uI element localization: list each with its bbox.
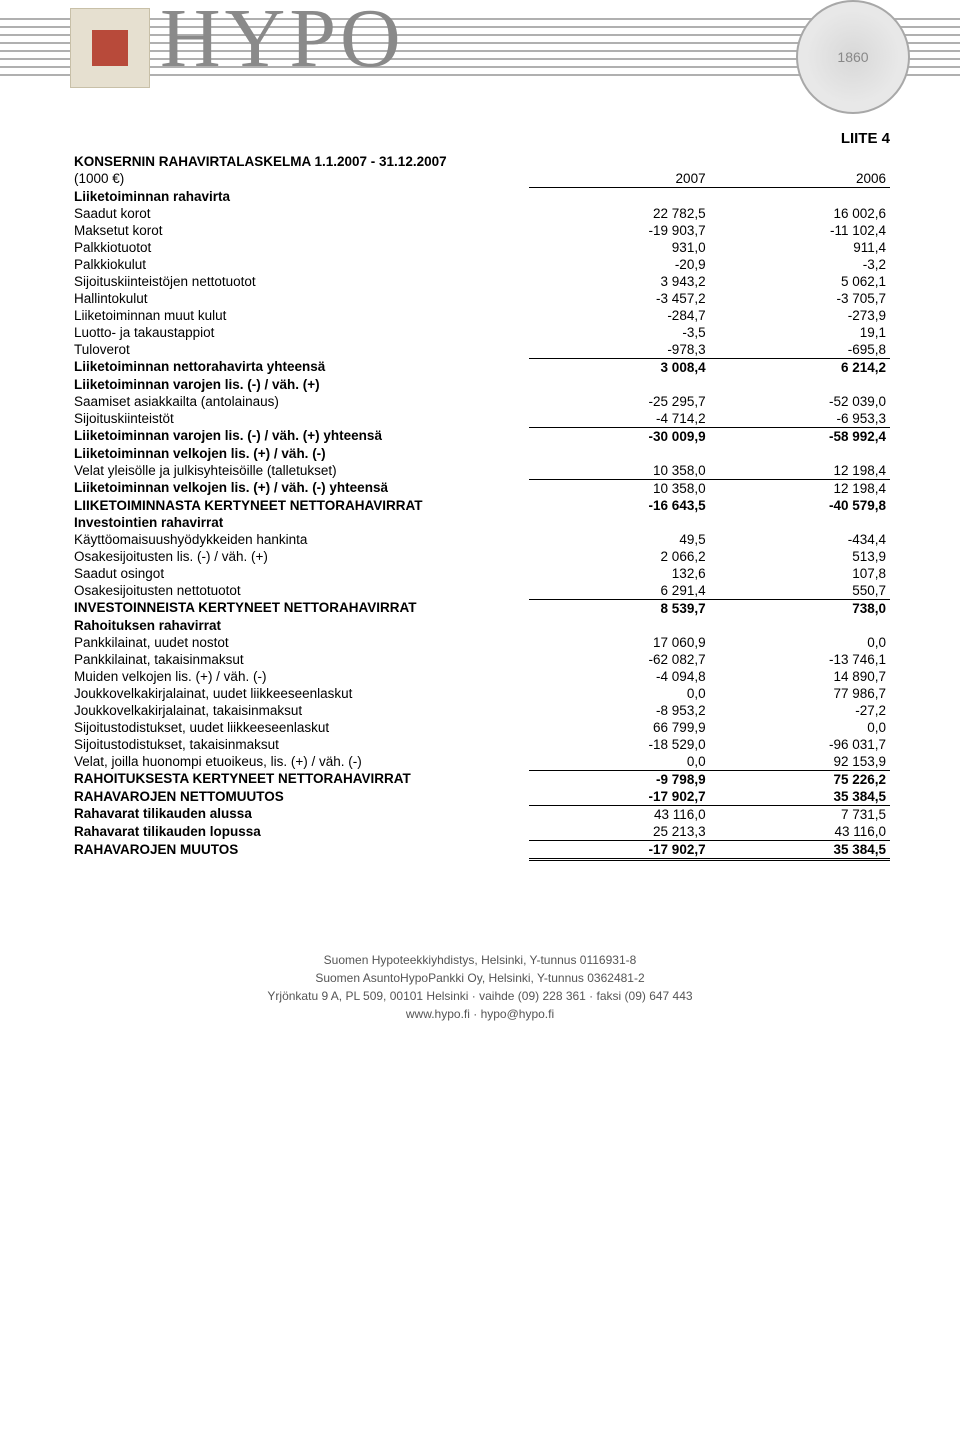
table-row: Velat, joilla huonompi etuoikeus, lis. (… <box>70 753 890 771</box>
table-row: Osakesijoitusten nettotuotot6 291,4550,7 <box>70 582 890 600</box>
table-row: Saamiset asiakkailta (antolainaus)-25 29… <box>70 393 890 410</box>
s1-total: Liiketoiminnan nettorahavirta yhteensä3 … <box>70 358 890 376</box>
seal-icon: 1860 <box>796 0 910 114</box>
s2-total: Liiketoiminnan varojen lis. (-) / väh. (… <box>70 427 890 445</box>
table-row: Pankkilainat, uudet nostot17 060,90,0 <box>70 634 890 651</box>
logo-text: HYPO <box>160 0 405 87</box>
cash-begin-row: Rahavarat tilikauden alussa43 116,07 731… <box>70 805 890 823</box>
table-row: Sijoitustodistukset, uudet liikkeeseenla… <box>70 719 890 736</box>
s3-total: LIIKETOIMINNASTA KERTYNEET NETTORAHAVIRR… <box>70 497 890 514</box>
col-2007: 2007 <box>529 170 709 188</box>
table-row: Luotto- ja takaustappiot-3,519,1 <box>70 324 890 341</box>
s3-subtotal: Liiketoiminnan velkojen lis. (+) / väh. … <box>70 479 890 497</box>
s5-heading: Rahoituksen rahavirrat <box>70 617 529 634</box>
logo-inner-square <box>92 30 128 66</box>
s3-heading: Liiketoiminnan velkojen lis. (+) / väh. … <box>70 445 529 462</box>
table-row: Liiketoiminnan muut kulut-284,7-273,9 <box>70 307 890 324</box>
unit-label: (1000 €) <box>70 170 529 188</box>
table-row: Osakesijoitusten lis. (-) / väh. (+)2 06… <box>70 548 890 565</box>
table-row: Sijoitustodistukset, takaisinmaksut-18 5… <box>70 736 890 753</box>
s5-total: RAHOITUKSESTA KERTYNEET NETTORAHAVIRRAT-… <box>70 770 890 788</box>
table-row: Joukkovelkakirjalainat, takaisinmaksut-8… <box>70 702 890 719</box>
table-row: Palkkiotuotot931,0911,4 <box>70 239 890 256</box>
footer-line-3: Yrjönkatu 9 A, PL 509, 00101 Helsinki · … <box>0 987 960 1005</box>
s2-heading: Liiketoiminnan varojen lis. (-) / väh. (… <box>70 376 529 393</box>
table-row: Saadut korot22 782,516 002,6 <box>70 205 890 222</box>
title-row: KONSERNIN RAHAVIRTALASKELMA 1.1.2007 - 3… <box>70 153 890 170</box>
footer-line-2: Suomen AsuntoHypoPankki Oy, Helsinki, Y-… <box>0 969 960 987</box>
table-row: Käyttöomaisuushyödykkeiden hankinta49,5-… <box>70 531 890 548</box>
footer-line-4: www.hypo.fi · hypo@hypo.fi <box>0 1005 960 1023</box>
table-row: Sijoituskiinteistöt-4 714,2-6 953,3 <box>70 410 890 428</box>
table-row: Muiden velkojen lis. (+) / väh. (-)-4 09… <box>70 668 890 685</box>
cash-change-row: RAHAVAROJEN MUUTOS-17 902,735 384,5 <box>70 840 890 859</box>
page-footer: Suomen Hypoteekkiyhdistys, Helsinki, Y-t… <box>0 951 960 1053</box>
column-header-row: (1000 €) 2007 2006 <box>70 170 890 188</box>
table-row: Velat yleisölle ja julkisyhteisöille (ta… <box>70 462 890 480</box>
net-change-row: RAHAVAROJEN NETTOMUUTOS-17 902,735 384,5 <box>70 788 890 806</box>
s4-total: INVESTOINNEISTA KERTYNEET NETTORAHAVIRRA… <box>70 599 890 617</box>
cash-end-row: Rahavarat tilikauden lopussa25 213,343 1… <box>70 823 890 841</box>
table-row: Sijoituskiinteistöjen nettotuotot3 943,2… <box>70 273 890 290</box>
footer-line-1: Suomen Hypoteekkiyhdistys, Helsinki, Y-t… <box>0 951 960 969</box>
page-header: HYPO 1860 <box>0 0 960 110</box>
cashflow-table: KONSERNIN RAHAVIRTALASKELMA 1.1.2007 - 3… <box>70 153 890 861</box>
table-row: Tuloverot-978,3-695,8 <box>70 341 890 359</box>
content: LIITE 4 KONSERNIN RAHAVIRTALASKELMA 1.1.… <box>0 110 960 901</box>
table-row: Joukkovelkakirjalainat, uudet liikkeesee… <box>70 685 890 702</box>
doc-title: KONSERNIN RAHAVIRTALASKELMA 1.1.2007 - 3… <box>70 153 529 170</box>
logo-square <box>70 8 150 88</box>
s1-heading: Liiketoiminnan rahavirta <box>70 188 529 205</box>
table-row: Maksetut korot-19 903,7-11 102,4 <box>70 222 890 239</box>
table-row: Palkkiokulut-20,9-3,2 <box>70 256 890 273</box>
col-2006: 2006 <box>710 170 890 188</box>
table-row: Pankkilainat, takaisinmaksut-62 082,7-13… <box>70 651 890 668</box>
s4-heading: Investointien rahavirrat <box>70 514 529 531</box>
attachment-label: LIITE 4 <box>70 130 890 147</box>
table-row: Hallintokulut-3 457,2-3 705,7 <box>70 290 890 307</box>
table-row: Saadut osingot132,6107,8 <box>70 565 890 582</box>
